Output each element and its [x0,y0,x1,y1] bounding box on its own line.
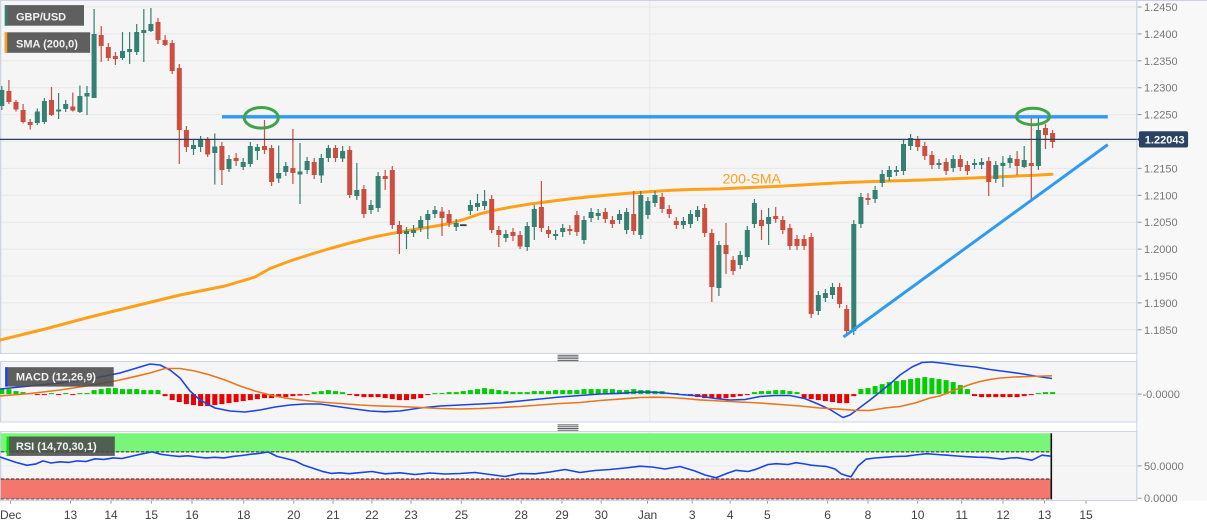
svg-text:1.2250: 1.2250 [1144,110,1178,122]
svg-text:29: 29 [555,508,569,522]
svg-text:1.2100: 1.2100 [1144,190,1178,202]
svg-text:30: 30 [595,508,609,522]
svg-text:1.1850: 1.1850 [1144,325,1178,337]
svg-text:16: 16 [185,508,199,522]
svg-text:14: 14 [104,508,118,522]
svg-text:3: 3 [689,508,696,522]
svg-text:20: 20 [287,508,301,522]
svg-text:21: 21 [326,508,340,522]
svg-text:1.2150: 1.2150 [1144,163,1178,175]
svg-text:1.1900: 1.1900 [1144,298,1178,310]
svg-text:11: 11 [955,508,968,522]
svg-text:MACD (12,26,9): MACD (12,26,9) [16,372,96,384]
svg-text:1.22043: 1.22043 [1145,135,1185,147]
svg-text:Dec: Dec [0,508,21,522]
svg-text:1.2350: 1.2350 [1144,56,1178,68]
svg-text:200-SMA: 200-SMA [723,171,782,187]
svg-text:23: 23 [404,508,418,522]
svg-text:13: 13 [64,508,78,522]
svg-text:15: 15 [145,508,159,522]
svg-text:50.0000: 50.0000 [1144,461,1184,473]
svg-text:1.2400: 1.2400 [1144,29,1178,41]
svg-text:15: 15 [1079,508,1093,522]
svg-text:13: 13 [1038,508,1052,522]
svg-text:12: 12 [996,508,1010,522]
svg-text:GBP/USD: GBP/USD [16,11,66,23]
svg-text:18: 18 [237,508,251,522]
svg-text:1.2000: 1.2000 [1144,244,1178,256]
svg-text:28: 28 [515,508,529,522]
svg-text:Jan: Jan [638,508,657,522]
svg-text:1.2300: 1.2300 [1144,83,1178,95]
svg-text:5: 5 [764,508,771,522]
svg-text:6: 6 [824,508,831,522]
svg-text:10: 10 [911,508,925,522]
svg-text:SMA (200,0): SMA (200,0) [16,39,78,51]
svg-text:8: 8 [865,508,872,522]
svg-text:-0.0000: -0.0000 [1143,389,1180,401]
svg-text:25: 25 [455,508,469,522]
svg-text:1.1950: 1.1950 [1144,271,1178,283]
svg-text:4: 4 [727,508,734,522]
svg-text:22: 22 [365,508,379,522]
svg-text:0.0000: 0.0000 [1144,493,1178,505]
svg-text:1.2050: 1.2050 [1144,217,1178,229]
svg-text:RSI (14,70,30,1): RSI (14,70,30,1) [16,441,97,453]
svg-text:1.2450: 1.2450 [1144,2,1178,14]
